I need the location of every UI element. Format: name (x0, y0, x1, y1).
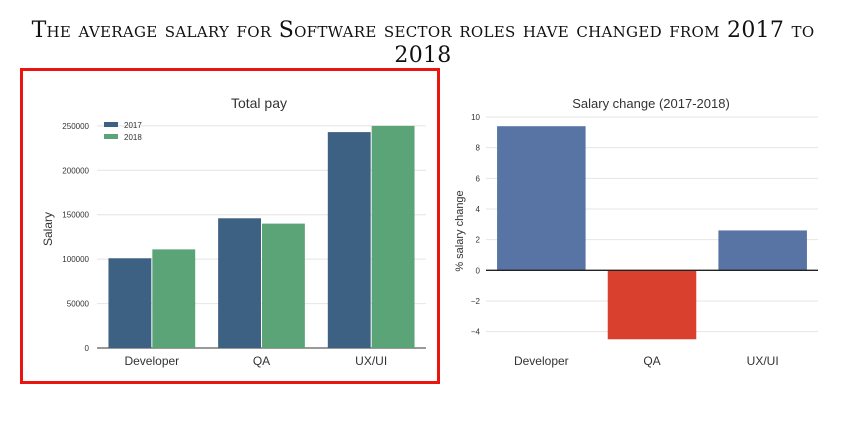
chart-title: Total pay (231, 95, 287, 111)
y-tick-label: 10 (471, 113, 480, 122)
y-axis-label: % salary change (454, 190, 466, 271)
x-tick-label: UX/UI (355, 354, 387, 368)
bar (262, 223, 305, 348)
y-tick-label: 0 (85, 344, 90, 353)
bar (108, 258, 152, 348)
y-tick-label: 8 (476, 144, 481, 153)
bar (152, 249, 196, 348)
y-tick-label: 150000 (62, 211, 89, 220)
y-tick-label: 6 (476, 174, 481, 183)
y-tick-label: 0 (476, 266, 481, 275)
legend-label: 2018 (124, 133, 142, 142)
x-tick-label: QA (643, 354, 660, 368)
legend-swatch (104, 122, 118, 127)
x-tick-label: Developer (514, 354, 569, 368)
bar (718, 230, 807, 271)
bar (497, 126, 586, 271)
bar (371, 125, 415, 348)
y-tick-label: 50000 (67, 300, 90, 309)
y-tick-label: 250000 (62, 122, 89, 131)
legend-label: 2017 (124, 121, 142, 130)
x-tick-label: Developer (124, 354, 179, 368)
x-tick-label: QA (253, 354, 270, 368)
legend-swatch (104, 134, 118, 139)
bar (218, 218, 261, 348)
y-tick-label: 2 (476, 236, 481, 245)
x-tick-label: UX/UI (747, 354, 779, 368)
chart-title: Salary change (2017-2018) (572, 96, 730, 111)
bar (327, 132, 371, 348)
y-axis-label: Salary (41, 212, 55, 246)
y-tick-label: 4 (476, 205, 481, 214)
y-tick-label: 100000 (62, 255, 89, 264)
y-tick-label: −2 (471, 297, 481, 306)
headline: The average salary for Software sector r… (31, 18, 815, 68)
highlight-frame (20, 68, 440, 384)
bar (607, 270, 697, 340)
y-tick-label: −4 (471, 328, 481, 337)
y-tick-label: 200000 (62, 166, 89, 175)
